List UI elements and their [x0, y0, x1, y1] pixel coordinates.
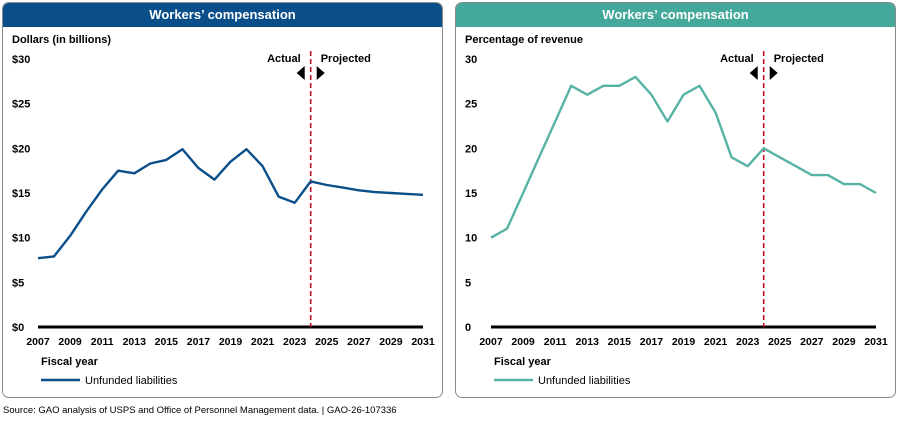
- x-axis-title: Fiscal year: [41, 356, 99, 368]
- x-tick-label: 2025: [315, 336, 339, 348]
- y-tick-label: 10: [465, 233, 477, 245]
- series-line: [37, 147, 424, 260]
- y-axis-title: Percentage of revenue: [465, 34, 583, 46]
- legend-label: Unfunded liabilities: [85, 375, 178, 387]
- x-tick-label: 2009: [58, 336, 82, 348]
- x-tick-label: 2031: [411, 336, 435, 348]
- y-tick-label: $15: [12, 188, 30, 200]
- x-tick-label: 2017: [187, 336, 211, 348]
- x-tick-label: 2029: [379, 336, 403, 348]
- x-tick-label: 2027: [800, 336, 824, 348]
- right-arrow-icon: [316, 66, 325, 80]
- y-axis-title: Dollars (in billions): [12, 34, 111, 46]
- projected-label: Projected: [774, 53, 824, 65]
- y-tick-label: $30: [12, 54, 30, 66]
- x-tick-label: 2027: [347, 336, 371, 348]
- x-tick-label: 2013: [123, 336, 147, 348]
- x-tick-label: 2023: [736, 336, 760, 348]
- x-tick-label: 2029: [832, 336, 856, 348]
- x-tick-label: 2007: [479, 336, 503, 348]
- series-line: [490, 75, 877, 239]
- chart-svg-dollars: Dollars (in billions) $0 $5 $10 $15 $20 $25 $30…: [12, 34, 435, 387]
- x-tick-label: 2011: [544, 336, 567, 348]
- y-tick-label: $0: [12, 322, 24, 334]
- source-note: Source: GAO analysis of USPS and Office …: [3, 405, 397, 416]
- left-arrow-icon: [296, 66, 305, 80]
- x-tick-label: 2021: [704, 336, 728, 348]
- x-tick-label: 2015: [608, 336, 632, 348]
- chart-title: Workers’ compensation: [3, 3, 442, 27]
- y-tick-label: $5: [12, 277, 24, 289]
- chart-panel-dollars: Workers’ compensation Dollars (in billio…: [2, 2, 443, 398]
- legend-label: Unfunded liabilities: [538, 375, 631, 387]
- x-tick-label: 2031: [864, 336, 888, 348]
- y-tick-label: 15: [465, 188, 477, 200]
- x-tick-label: 2019: [672, 336, 696, 348]
- y-tick-label: 20: [465, 143, 477, 155]
- actual-label: Actual: [267, 53, 301, 65]
- right-arrow-icon: [769, 66, 778, 80]
- y-tick-label: $25: [12, 99, 30, 111]
- x-axis-title: Fiscal year: [494, 356, 552, 368]
- y-tick-label: 30: [465, 54, 477, 66]
- x-tick-label: 2025: [768, 336, 792, 348]
- y-tick-label: $10: [12, 233, 30, 245]
- x-tick-label: 2015: [155, 336, 179, 348]
- x-tick-label: 2023: [283, 336, 307, 348]
- y-tick-label: $20: [12, 143, 30, 155]
- x-tick-label: 2011: [91, 336, 114, 348]
- x-tick-label: 2009: [511, 336, 535, 348]
- chart-title: Workers’ compensation: [456, 3, 895, 27]
- y-tick-label: 25: [465, 99, 477, 111]
- projected-label: Projected: [321, 53, 371, 65]
- x-tick-label: 2019: [219, 336, 243, 348]
- x-tick-label: 2013: [576, 336, 600, 348]
- x-tick-label: 2021: [251, 336, 275, 348]
- y-tick-label: 0: [465, 322, 471, 334]
- actual-label: Actual: [720, 53, 754, 65]
- left-arrow-icon: [749, 66, 758, 80]
- chart-panel-percentage: Workers’ compensation Percentage of reve…: [455, 2, 896, 398]
- y-tick-label: 5: [465, 277, 471, 289]
- x-tick-label: 2017: [640, 336, 664, 348]
- x-tick-label: 2007: [26, 336, 50, 348]
